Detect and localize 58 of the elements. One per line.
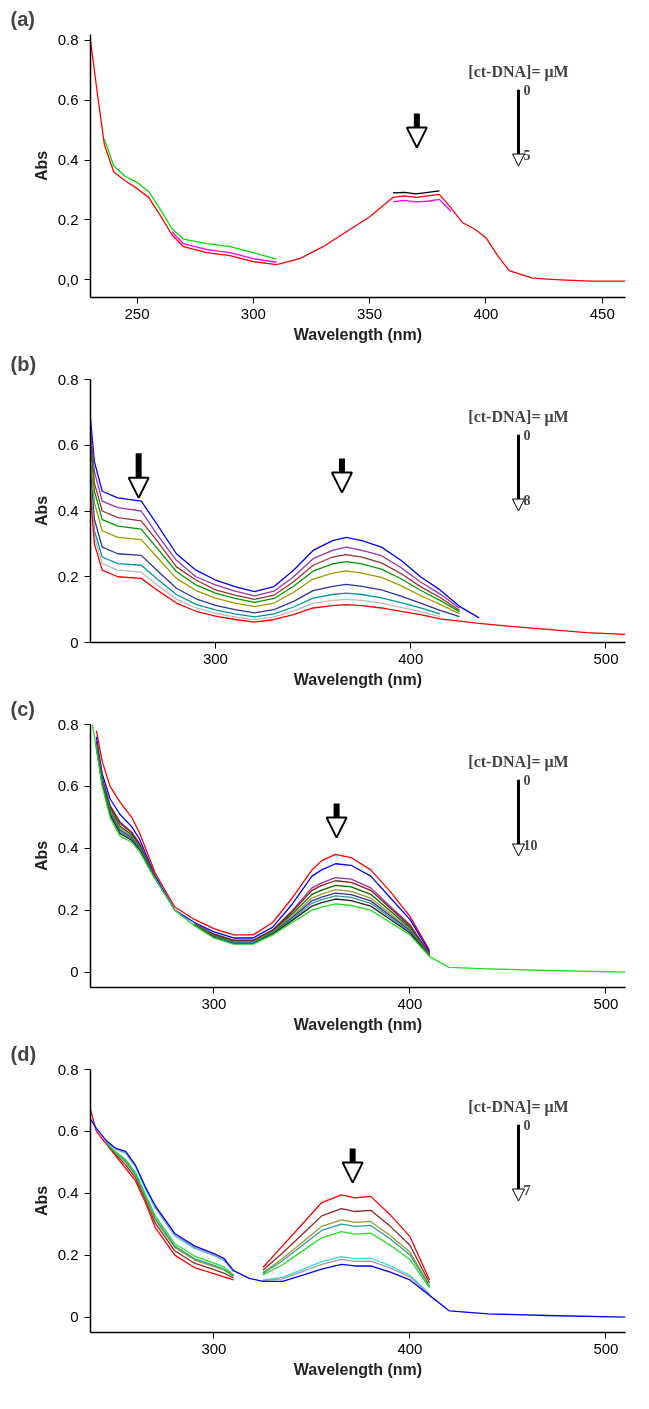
x-tick-label: 450: [589, 304, 615, 322]
annotation: [ct-DNA]= μM: [468, 62, 569, 81]
y-tick-label: 0.4: [57, 502, 79, 519]
y-tick-label: 0.6: [57, 436, 79, 454]
y-tick-label: 0.2: [57, 901, 79, 919]
x-axis-title: Wavelength (nm): [293, 670, 423, 688]
annotation: 0: [523, 772, 531, 788]
x-axis-title: Wavelength (nm): [293, 1360, 423, 1378]
x-axis-title: Wavelength (nm): [293, 1015, 423, 1033]
chart-title: (a): [10, 7, 35, 30]
y-axis-title: Abs: [32, 840, 50, 872]
x-tick-label: 500: [593, 649, 619, 667]
annotation: 8: [523, 493, 531, 509]
x-tick-label: 400: [397, 994, 423, 1012]
x-axis-title: Wavelength (nm): [293, 325, 423, 343]
y-tick-label: 0.2: [57, 210, 79, 228]
chart-title: (d): [10, 1042, 37, 1065]
annotation: 10: [523, 838, 538, 854]
y-tick-label: 0.6: [57, 1122, 79, 1140]
y-tick-label: 0.8: [57, 370, 79, 388]
y-tick-label: 0.4: [57, 1184, 79, 1202]
annotation: 0: [523, 427, 531, 443]
y-axis-title: Abs: [32, 1185, 50, 1217]
x-tick-label: 250: [124, 304, 150, 322]
y-tick-label: 0.4: [57, 151, 79, 169]
y-axis-title: Abs: [32, 495, 50, 527]
x-tick-label: 400: [397, 1339, 423, 1357]
annotation: 0: [523, 82, 531, 98]
annotation: 7: [523, 1183, 531, 1199]
x-tick-label: 500: [593, 1339, 619, 1357]
y-tick-label: 0.2: [57, 1246, 79, 1264]
y-tick-label: 0.8: [57, 1060, 79, 1078]
annotation: [ct-DNA]= μM: [468, 1097, 569, 1116]
y-tick-label: 0.6: [57, 777, 79, 795]
y-tick-label: 0.6: [57, 91, 79, 109]
y-tick-label: 0.8: [57, 31, 79, 49]
y-tick-label: 0.4: [57, 839, 79, 857]
annotation: 0: [523, 1117, 531, 1133]
chart-title: (c): [10, 697, 35, 720]
annotation: 5: [523, 148, 531, 164]
x-tick-label: 400: [473, 304, 499, 322]
x-tick-label: 300: [202, 649, 228, 667]
chart-title: (b): [10, 352, 37, 375]
annotation: [ct-DNA]= μM: [468, 752, 569, 771]
y-tick-label: 0.2: [57, 567, 79, 585]
y-axis-title: Abs: [32, 150, 50, 182]
x-tick-label: 400: [398, 649, 424, 667]
y-tick-label: 0: [70, 963, 79, 981]
y-tick-label: 0.8: [57, 715, 79, 733]
y-tick-label: 0: [70, 633, 79, 651]
x-tick-label: 300: [201, 994, 227, 1012]
annotation: [ct-DNA]= μM: [468, 407, 569, 426]
x-tick-label: 500: [593, 994, 619, 1012]
x-tick-label: 300: [201, 1339, 227, 1357]
x-tick-label: 300: [240, 304, 266, 322]
y-tick-label: 0,0: [57, 270, 79, 288]
y-tick-label: 0: [70, 1308, 79, 1326]
x-tick-label: 350: [357, 304, 383, 322]
